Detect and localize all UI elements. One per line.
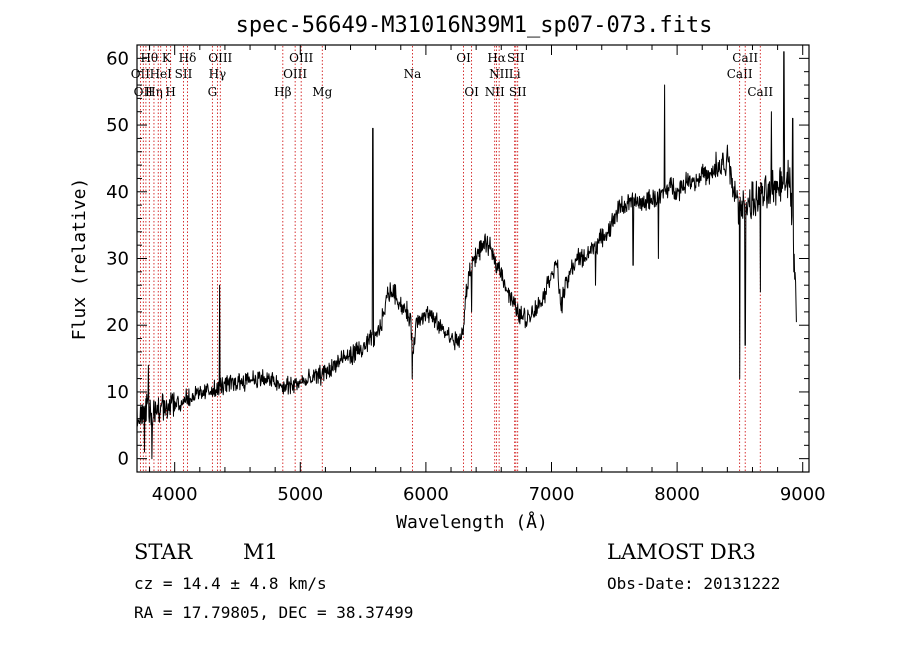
marker-label-21: NII [485,85,505,99]
marker-label-27: CaII [727,67,753,81]
marker-label-26: SII [509,85,527,99]
marker-label-22: Hα [487,51,506,65]
marker-label-0: OII [131,67,151,81]
y-tick-label-10: 10 [106,382,129,403]
spectrum-series [136,51,797,460]
y-tick-label-20: 20 [106,315,129,336]
marker-label-6: HeI [150,67,173,81]
x-tick-label-7000: 7000 [529,484,575,505]
redshift-readout: cz = 14.4 ± 4.8 km/s [134,574,327,593]
y-tick-label-50: 50 [106,115,129,136]
x-tick-label-6000: 6000 [403,484,449,505]
marker-label-17: Mg [312,85,332,99]
marker-label-7: K [162,51,172,65]
marker-label-13: OIII [208,51,232,65]
marker-label-12: Hγ [209,67,227,81]
marker-label-8: H [165,85,175,99]
marker-label-15: OIII [283,67,307,81]
y-tick-label-0: 0 [118,449,129,470]
x-tick-label-8000: 8000 [654,484,700,505]
marker-label-25: SII [507,51,525,65]
marker-label-23: NII [489,67,509,81]
observation-date: Obs-Date: 20131222 [607,574,781,593]
object-class: STAR [134,540,193,564]
y-axis: 0 10 20 30 40 50 60 [106,48,809,470]
marker-label-24: Li [509,67,521,81]
marker-label-10: Hδ [179,51,197,65]
marker-label-16: OIII [289,51,313,65]
marker-label-29: CaII [747,85,773,99]
x-axis-label: Wavelength (Å) [396,511,548,533]
y-tick-label-40: 40 [106,182,129,203]
marker-label-4: Hη [145,85,163,99]
survey-name: LAMOST DR3 [607,540,756,564]
object-subclass: M1 [243,540,278,564]
marker-label-1: OII [134,85,154,99]
marker-label-18: Na [404,67,422,81]
marker-label-9: SII [175,67,193,81]
marker-label-11: G [208,85,218,99]
marker-label-14: Hβ [274,85,291,99]
x-tick-label-4000: 4000 [152,484,198,505]
x-tick-label-5000: 5000 [277,484,323,505]
chart-title: spec-56649-M31016N39M1_sp07-073.fits [236,13,713,38]
y-tick-label-60: 60 [106,48,129,69]
x-axis: 4000 5000 6000 7000 8000 9000 [149,45,826,505]
coordinates-readout: RA = 17.79805, DEC = 38.37499 [134,603,414,622]
spectrum-line [136,51,797,460]
marker-label-28: CaII [732,51,758,65]
y-tick-label-30: 30 [106,249,129,270]
marker-label-20: OI [464,85,479,99]
marker-label-19: OI [456,51,471,65]
y-axis-label: Flux (relative) [69,178,90,341]
x-tick-label-9000: 9000 [780,484,826,505]
line-markers: OIIOIIHθHηHeIKHSIIHδGHγOIIIHβOIIIOIIIMgN… [131,46,773,471]
